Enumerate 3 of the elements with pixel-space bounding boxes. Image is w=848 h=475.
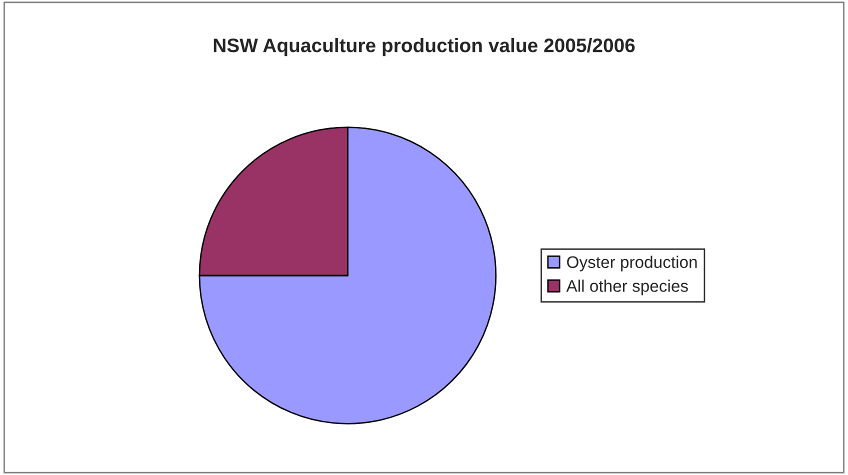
legend-label: Oyster production xyxy=(567,256,697,272)
chart-title: NSW Aquaculture production value 2005/2006 xyxy=(214,38,635,56)
legend-label: All other species xyxy=(566,280,688,296)
